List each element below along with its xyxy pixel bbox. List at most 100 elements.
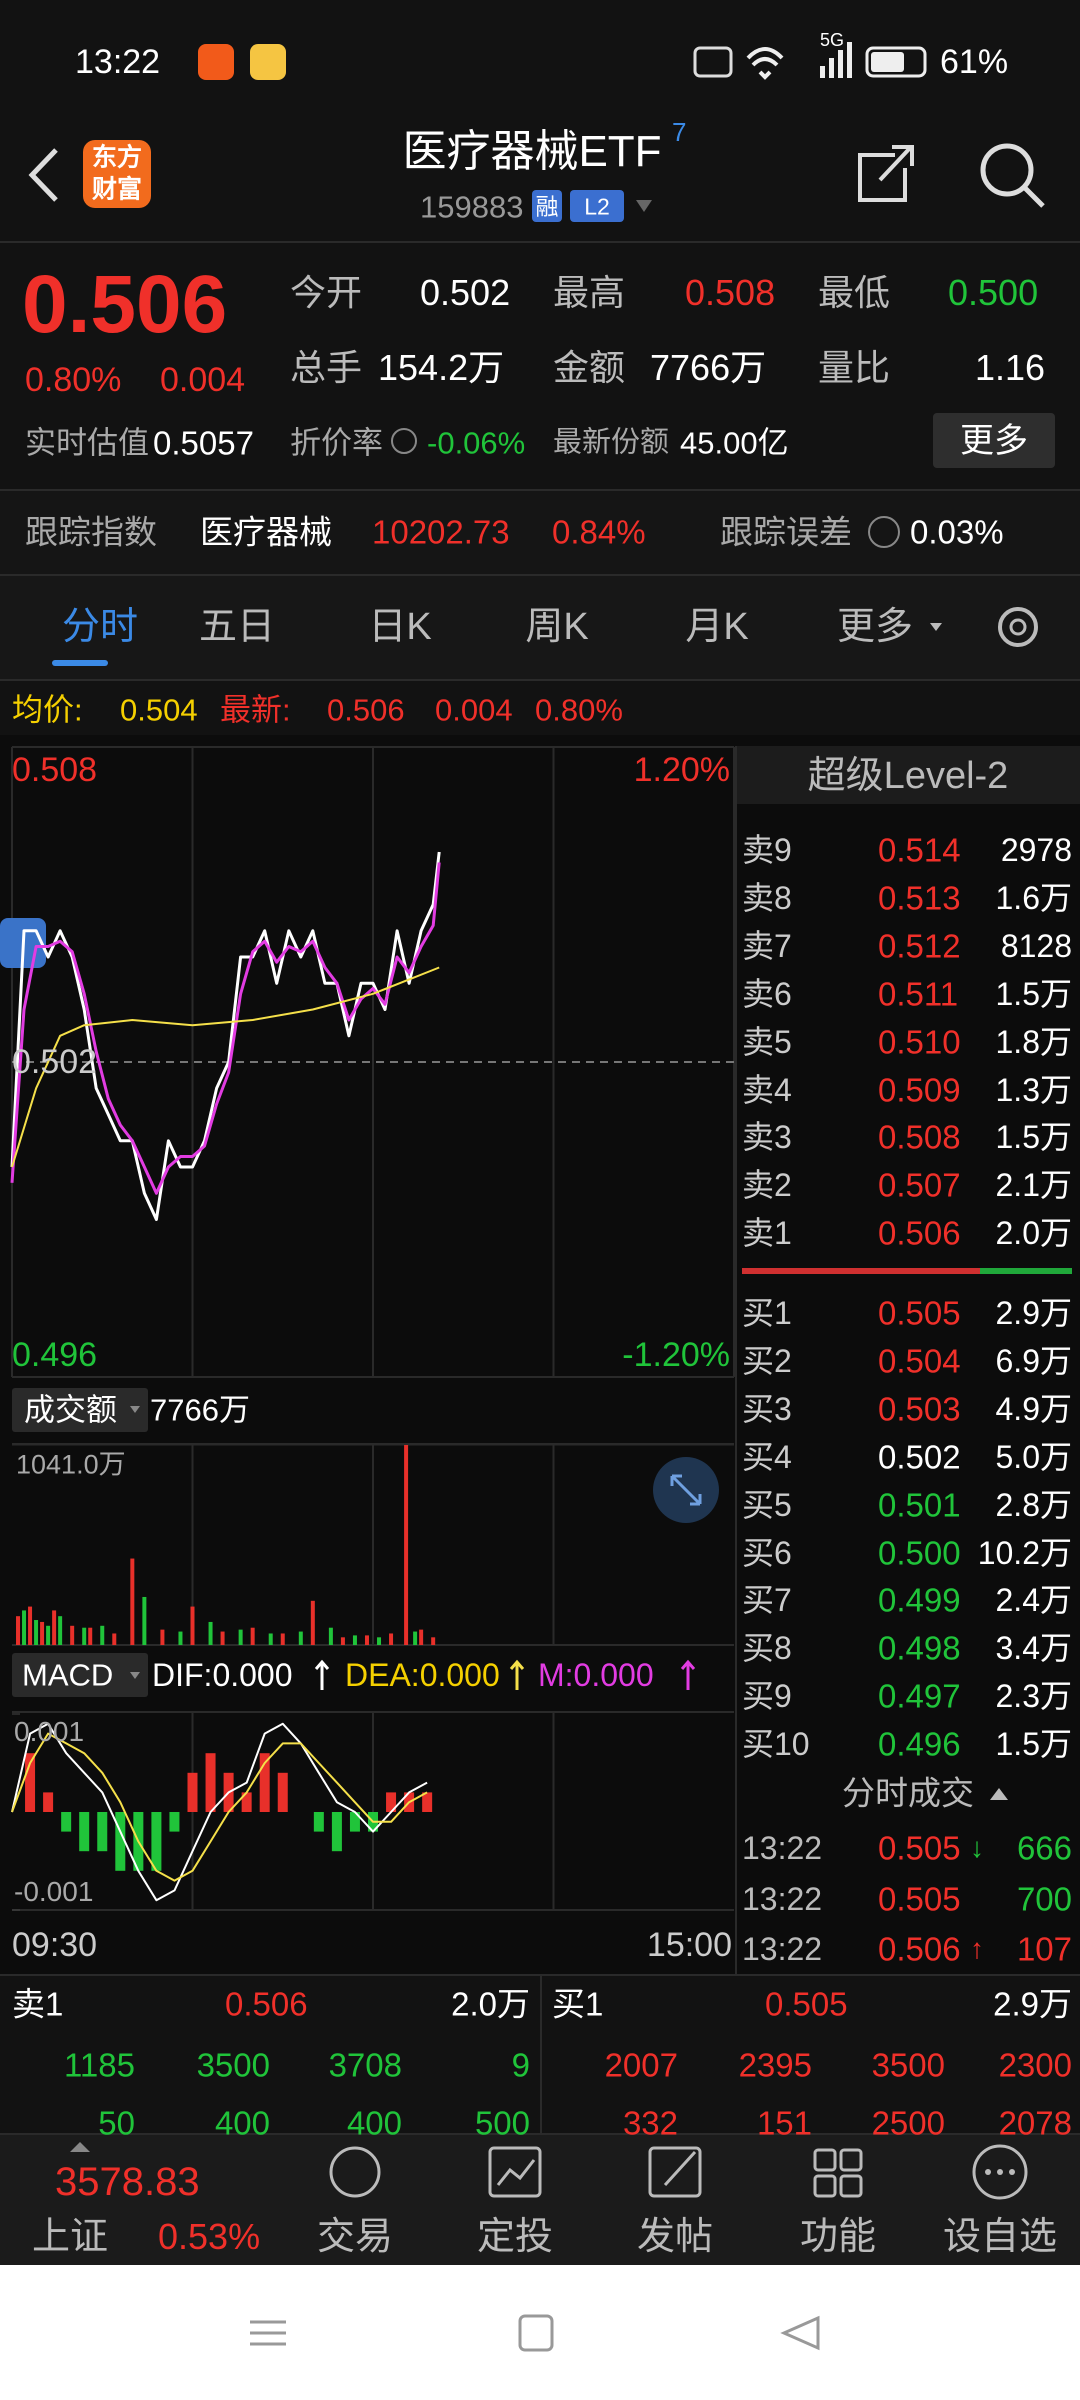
queue-volume: 3500 <box>871 2046 945 2084</box>
volume-bar <box>88 1627 93 1645</box>
share-button[interactable] <box>858 145 914 202</box>
nav-item[interactable]: 交易 <box>316 2216 394 2258</box>
nav-item[interactable]: 定投 <box>476 2216 554 2258</box>
search-button[interactable] <box>980 143 1034 197</box>
level-volume: 10.2万 <box>977 1534 1072 1571</box>
level-volume: 2.8万 <box>995 1486 1073 1523</box>
dropdown[interactable] <box>636 200 652 212</box>
volume-bar <box>46 1625 51 1645</box>
field-label: 金额 <box>553 347 626 388</box>
volume-bar <box>208 1621 213 1645</box>
level-price: 0.507 <box>878 1166 961 1204</box>
volume-bar <box>328 1627 333 1645</box>
macd-bar <box>241 1792 252 1812</box>
queue-volume: 332 <box>622 2104 678 2142</box>
dif-line <box>11 1722 428 1902</box>
level-price: 0.504 <box>878 1342 961 1380</box>
volume-bar <box>419 1629 424 1645</box>
level-price: 0.510 <box>878 1023 961 1061</box>
macd-bar <box>43 1792 54 1812</box>
field-value: 0.502 <box>420 272 511 313</box>
level-volume: 2.9万 <box>995 1295 1073 1331</box>
volume-selector[interactable] <box>12 1388 148 1432</box>
tab[interactable]: 日K <box>368 606 432 648</box>
index-value[interactable]: 3578.83 <box>55 2160 200 2204</box>
badge-label: L2 <box>584 193 610 220</box>
indicator-label: MACD <box>22 1657 114 1693</box>
nav-item[interactable]: 设自选 <box>942 2216 1058 2258</box>
macd-bar <box>25 1753 36 1812</box>
y-tick-label: 0.508 <box>12 751 98 789</box>
tab[interactable]: 五日 <box>198 606 276 648</box>
ratio-bar-sell <box>742 1268 980 1274</box>
level-price: 0.508 <box>878 1118 961 1156</box>
ratio-bar-buy <box>980 1268 1072 1274</box>
average-line <box>11 966 440 1168</box>
tracking-label: 跟踪指数 <box>25 513 157 551</box>
queue-volume: 9 <box>511 2046 530 2084</box>
nav-item[interactable]: 发帖 <box>636 2216 714 2258</box>
y-tick-label: 0.502 <box>12 1043 98 1081</box>
level-volume: 2978 <box>1000 832 1072 868</box>
battery-level <box>871 52 904 72</box>
queue-volume: 2300 <box>998 2046 1072 2084</box>
level-label: 买9 <box>742 1678 792 1715</box>
tab[interactable]: 更多 <box>836 606 914 648</box>
tab[interactable]: 周K <box>525 606 589 648</box>
macd-bar <box>386 1792 397 1812</box>
queue-volume: 400 <box>346 2104 402 2142</box>
level-price: 0.496 <box>878 1725 961 1763</box>
volume-bar <box>100 1625 105 1645</box>
level-volume: 5.0万 <box>995 1438 1073 1475</box>
field-value: -0.06% <box>427 425 526 461</box>
trade-time: 13:22 <box>742 1931 823 1967</box>
queue-volume: 400 <box>214 2104 270 2142</box>
field-label: 最高 <box>553 272 626 313</box>
queue-volume: 50 <box>98 2104 135 2142</box>
level-volume: 8128 <box>1000 927 1072 964</box>
volume-bar <box>250 1627 255 1645</box>
level-price: 0.506 <box>878 1214 961 1252</box>
field-value: 45.00亿 <box>680 425 789 461</box>
index-name: 上证 <box>32 2216 109 2258</box>
settings-button[interactable] <box>998 607 1038 647</box>
level-label: 卖3 <box>742 1119 792 1156</box>
y2-tick-label: -1.20% <box>622 1336 730 1374</box>
system-buttons[interactable] <box>250 2314 820 2352</box>
tab[interactable]: 分时 <box>61 606 139 648</box>
level-label: 卖9 <box>742 832 792 868</box>
more-button-label[interactable]: 更多 <box>960 422 1028 460</box>
superscript: 7 <box>672 117 687 147</box>
level-price: 0.512 <box>878 927 961 965</box>
tab[interactable]: 月K <box>685 606 749 648</box>
nav-item[interactable]: 功能 <box>799 2216 877 2258</box>
level-label: 买6 <box>742 1534 792 1571</box>
volume-bar <box>268 1633 273 1645</box>
macd-bar <box>205 1753 216 1812</box>
volume-bar <box>404 1445 409 1645</box>
change-percent: 0.80% <box>25 361 122 399</box>
back-button[interactable] <box>28 148 58 202</box>
macd-bar <box>331 1812 342 1852</box>
field-label: 实时估值 <box>25 425 149 461</box>
dea-label: DEA:0.000 <box>345 1657 500 1693</box>
volume-bar <box>34 1620 39 1645</box>
logo-text: 财富 <box>91 175 143 204</box>
settings-hole <box>1009 618 1027 636</box>
network-type: 5G <box>820 30 845 50</box>
help-icon <box>868 516 900 548</box>
level-volume: 6.9万 <box>995 1342 1073 1379</box>
level-label: 买3 <box>742 1390 792 1427</box>
indicator-selector[interactable] <box>12 1653 148 1697</box>
battery-level: 61% <box>940 43 1009 81</box>
trade-price: 0.505 <box>878 1829 961 1867</box>
field-label: 最新份额 <box>553 426 670 459</box>
volume-bar <box>431 1637 436 1645</box>
volume-bar <box>389 1633 394 1645</box>
volume-bar <box>28 1606 33 1645</box>
info-pct: 0.80% <box>535 692 623 728</box>
trade-volume: 666 <box>1016 1829 1072 1867</box>
more-button[interactable] <box>933 413 1055 468</box>
tab-indicator <box>52 660 108 666</box>
quote-label: 卖1 <box>12 1985 64 2023</box>
